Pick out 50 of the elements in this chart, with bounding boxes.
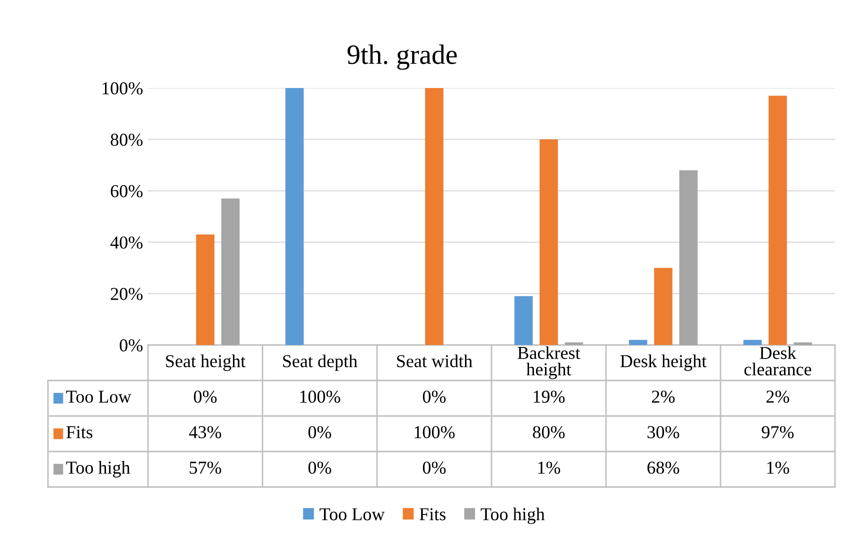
data-label: 0%: [422, 390, 446, 403]
y-tick-label: 60%: [110, 185, 143, 198]
data-label: 2%: [652, 390, 675, 403]
legend-label: Fits: [66, 426, 92, 438]
legend-label: Too Low: [66, 390, 132, 403]
data-label: 97%: [762, 426, 794, 438]
data-label: 19%: [534, 390, 565, 403]
data-label: 43%: [189, 426, 222, 438]
x-tick-label: Seat width: [397, 354, 472, 368]
data-label: 68%: [647, 462, 680, 474]
text: Too high: [480, 508, 545, 524]
y-tick-label: 100%: [102, 82, 143, 94]
text: Fits: [420, 508, 446, 520]
data-label: 100%: [414, 426, 455, 438]
bar: [285, 88, 304, 345]
data-label: 80%: [532, 426, 565, 438]
bar: [221, 198, 240, 345]
chart-title: 9th. grade: [348, 44, 457, 70]
bar: [425, 88, 444, 345]
legend-label: Too high: [66, 461, 130, 478]
bar: [196, 234, 214, 345]
data-label: 30%: [648, 426, 680, 438]
data-label: 0%: [308, 426, 332, 438]
y-tick-label: 0%: [120, 339, 143, 352]
data-label: 0%: [422, 462, 446, 474]
bar: [514, 296, 533, 345]
x-tick-label: Desk height: [620, 354, 707, 371]
y-tick-label: 20%: [110, 288, 143, 300]
data-label: 100%: [300, 390, 340, 403]
data-label: 2%: [766, 390, 790, 403]
y-tick-label: 80%: [110, 134, 143, 146]
bar: [564, 342, 584, 345]
bar: [768, 96, 787, 345]
data-label: 1%: [767, 462, 790, 474]
bar: [628, 340, 648, 345]
bar: [679, 170, 698, 345]
data-label: 57%: [190, 462, 222, 474]
data-label: 1%: [538, 462, 560, 474]
bar: [654, 268, 672, 345]
x-tick-label: Seat depth: [283, 354, 358, 371]
x-tick-label: Backrest height: [518, 346, 580, 380]
data-label: 0%: [194, 390, 217, 403]
bar: [540, 139, 558, 345]
x-tick-label: Desk clearance: [744, 346, 812, 376]
x-tick-label: Seat height: [166, 354, 246, 371]
data-label: 0%: [308, 462, 332, 474]
bar: [743, 340, 762, 345]
y-tick-label: 40%: [110, 236, 143, 249]
bar: [794, 342, 812, 345]
text: Too Low: [320, 508, 385, 520]
